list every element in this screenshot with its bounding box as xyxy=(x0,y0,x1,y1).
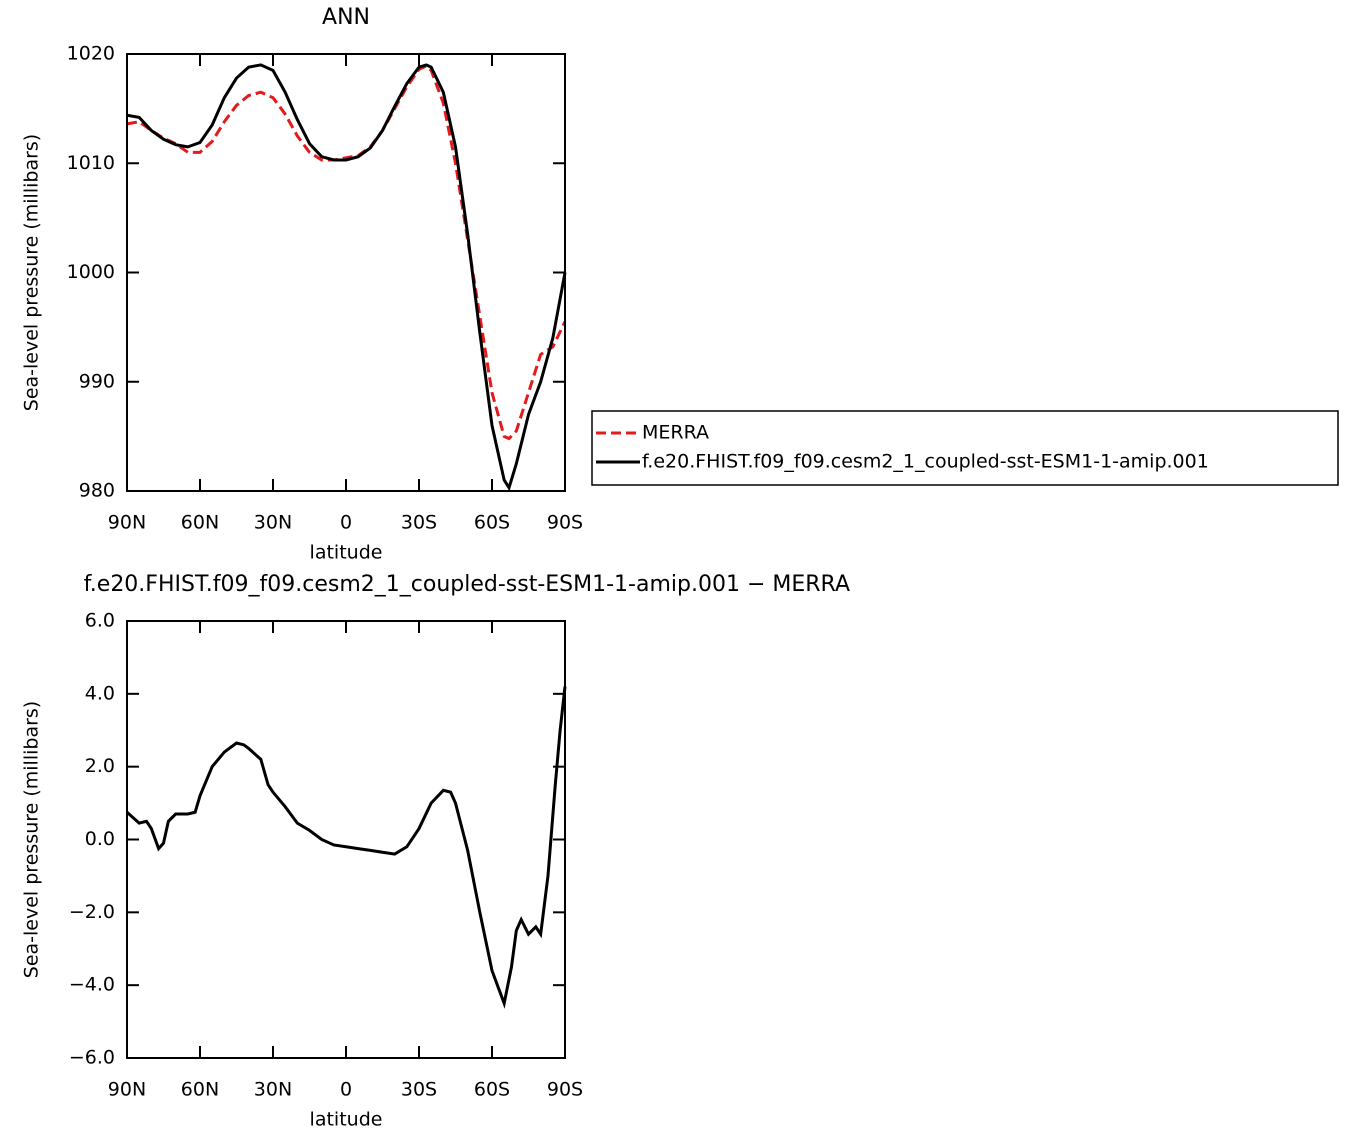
chart-title: f.e20.FHIST.f09_f09.cesm2_1_coupled-sst-… xyxy=(84,572,850,597)
y-tick-label: 2.0 xyxy=(85,755,115,777)
legend-box xyxy=(591,410,1339,486)
x-tick-label: 90N xyxy=(108,1079,146,1101)
legend-label: f.e20.FHIST.f09_f09.cesm2_1_coupled-sst-… xyxy=(642,451,1209,473)
y-tick-label: 6.0 xyxy=(85,610,115,632)
x-tick-label: 60S xyxy=(474,512,510,534)
y-tick-label: 990 xyxy=(79,370,115,392)
y-axis-label: Sea-level pressure (millibars) xyxy=(21,134,43,411)
y-tick-label: −4.0 xyxy=(69,974,115,996)
x-tick-label: 30N xyxy=(254,1079,292,1101)
x-axis-label: latitude xyxy=(310,542,383,564)
y-tick-label: 4.0 xyxy=(85,682,115,704)
legend-label: MERRA xyxy=(642,422,709,444)
plot-frame xyxy=(126,53,566,492)
x-tick-label: 30N xyxy=(254,512,292,534)
x-tick-label: 60N xyxy=(181,512,219,534)
x-tick-label: 0 xyxy=(340,512,352,534)
x-tick-label: 90S xyxy=(547,1079,583,1101)
x-tick-label: 60S xyxy=(474,1079,510,1101)
x-tick-label: 60N xyxy=(181,1079,219,1101)
y-tick-label: 1020 xyxy=(67,43,115,65)
data-line xyxy=(126,64,567,441)
y-tick-label: 0.0 xyxy=(85,828,115,850)
data-line xyxy=(125,686,567,1009)
y-axis-label: Sea-level pressure (millibars) xyxy=(21,701,43,978)
x-tick-label: 30S xyxy=(401,1079,437,1101)
x-tick-label: 90N xyxy=(108,512,146,534)
x-tick-label: 30S xyxy=(401,512,437,534)
y-tick-label: 1010 xyxy=(67,152,115,174)
x-axis-label: latitude xyxy=(310,1109,383,1131)
chart-title: ANN xyxy=(322,5,370,30)
y-tick-label: 980 xyxy=(79,480,115,502)
data-line xyxy=(126,63,567,492)
x-tick-label: 90S xyxy=(547,512,583,534)
y-tick-label: −2.0 xyxy=(69,901,115,923)
y-tick-label: −6.0 xyxy=(69,1047,115,1069)
plot-frame xyxy=(126,620,566,1059)
y-tick-label: 1000 xyxy=(67,261,115,283)
x-tick-label: 0 xyxy=(340,1079,352,1101)
